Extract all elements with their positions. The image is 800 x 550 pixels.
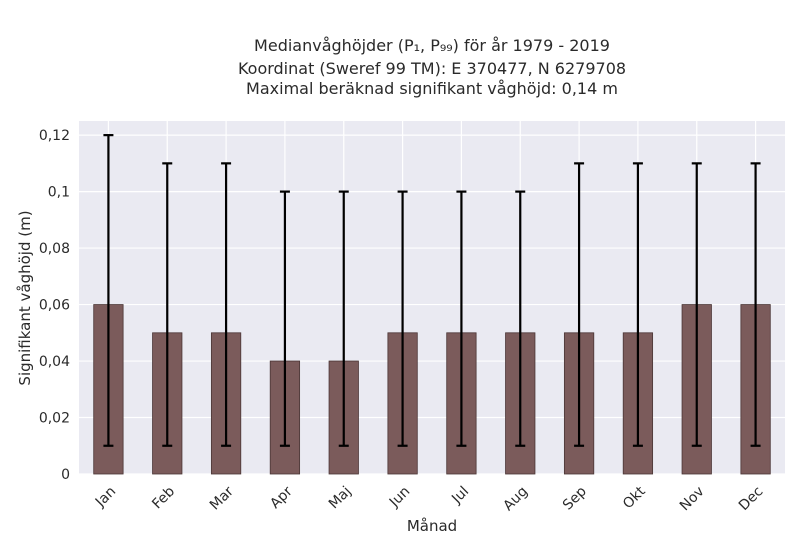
error-bar-series [103, 134, 761, 447]
error-bar-mar [221, 162, 232, 447]
error-bar-jul [456, 190, 467, 447]
x-tick-label: Jun [386, 484, 413, 511]
x-tick-label: Okt [620, 483, 649, 512]
y-tick-label: 0,04 [39, 354, 70, 370]
y-axis-label: Signifikant våghöjd (m) [16, 210, 34, 385]
y-axis-ticks: 0 0,02 0,04 0,06 0,08 0,1 0,12 [39, 128, 70, 483]
chart-title: Medianvåghöjder (P₁, P₉₉) för år 1979 - … [238, 36, 626, 98]
plot-area [79, 121, 785, 474]
chart-title-line-1: Medianvåghöjder (P₁, P₉₉) för år 1979 - … [254, 36, 610, 55]
y-tick-label: 0,08 [39, 241, 70, 257]
error-bar-feb [162, 162, 173, 447]
x-tick-label: Aug [500, 484, 531, 515]
y-tick-label: 0,02 [39, 411, 70, 427]
error-bar-sep [574, 162, 585, 447]
error-bar-jun [397, 190, 408, 447]
chart-title-line-2: Koordinat (Sweref 99 TM): E 370477, N 62… [238, 59, 626, 78]
y-tick-label: 0,06 [39, 298, 70, 314]
x-tick-label: Jul [448, 484, 472, 508]
x-axis-ticks: Jan Feb Mar Apr Maj Jun Jul Aug Sep Okt Nov Dec [92, 483, 766, 514]
x-tick-label: Nov [677, 484, 708, 515]
x-tick-label: Mar [207, 483, 237, 513]
error-bar-jan [103, 134, 114, 447]
x-tick-label: Maj [326, 484, 355, 513]
chart-title-line-3: Maximal beräknad signifikant våghöjd: 0,… [246, 79, 618, 98]
error-bar-maj [338, 190, 349, 447]
x-tick-label: Apr [267, 483, 296, 512]
x-tick-label: Feb [149, 483, 178, 512]
error-bar-aug [515, 190, 526, 447]
y-tick-label: 0,12 [39, 128, 70, 144]
y-tick-label: 0 [61, 467, 70, 483]
y-tick-label: 0,1 [48, 185, 70, 201]
error-bar-apr [279, 190, 290, 447]
error-bar-okt [632, 162, 643, 447]
x-axis-label: Månad [407, 517, 457, 535]
error-bar-nov [691, 162, 702, 447]
error-bar-dec [750, 162, 761, 447]
x-tick-label: Dec [736, 484, 766, 514]
x-tick-label: Jan [92, 484, 119, 511]
x-tick-label: Sep [560, 483, 590, 513]
